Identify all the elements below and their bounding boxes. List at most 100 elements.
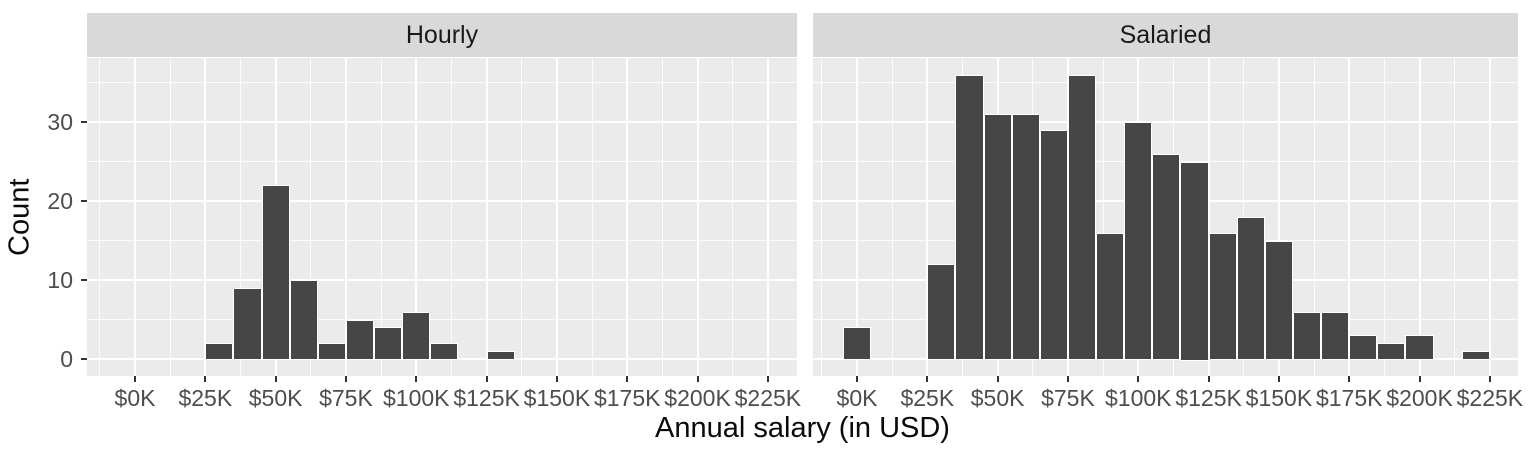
y-tick-label: 30 bbox=[47, 109, 73, 136]
gridline-minor-y bbox=[813, 82, 1518, 84]
gridline-minor-x bbox=[821, 58, 823, 376]
x-tick-label: $175K bbox=[593, 385, 661, 411]
gridline-minor-x bbox=[380, 58, 382, 376]
facet-panel-salaried bbox=[813, 58, 1518, 376]
y-axis-title: Count bbox=[3, 178, 36, 256]
x-tick-label: $125K bbox=[1175, 385, 1242, 411]
gridline-minor-y bbox=[87, 161, 797, 163]
histogram-bar bbox=[1152, 153, 1181, 361]
x-tick-label: $200K bbox=[1386, 385, 1453, 411]
gridline-minor-x bbox=[99, 58, 101, 376]
x-tick-label: $200K bbox=[664, 385, 731, 411]
x-tick-mark bbox=[1488, 376, 1491, 382]
histogram-bar bbox=[1180, 161, 1209, 361]
gridline-minor-x bbox=[169, 58, 171, 376]
histogram-bar bbox=[402, 311, 431, 361]
gridline-major-x bbox=[344, 58, 347, 376]
histogram-bar bbox=[430, 343, 459, 361]
gridline-major-y bbox=[87, 200, 797, 203]
x-tick-mark bbox=[204, 376, 207, 382]
histogram-bar bbox=[1124, 122, 1153, 361]
x-tick-mark bbox=[926, 376, 929, 382]
y-tick-mark bbox=[81, 358, 87, 360]
x-tick-label: $25K bbox=[178, 385, 233, 411]
histogram-bar bbox=[317, 343, 346, 361]
gridline-minor-x bbox=[661, 58, 663, 376]
y-tick-mark bbox=[81, 121, 87, 124]
x-tick-mark bbox=[415, 376, 418, 382]
x-tick-mark bbox=[1277, 376, 1280, 382]
x-tick-mark bbox=[485, 376, 488, 382]
x-tick-label: $175K bbox=[1315, 385, 1383, 411]
gridline-major-x bbox=[696, 58, 699, 376]
histogram-bar bbox=[955, 74, 984, 361]
x-tick-mark bbox=[1137, 376, 1140, 382]
gridline-major-x bbox=[1418, 58, 1421, 376]
facet-panel-hourly bbox=[87, 58, 797, 376]
gridline-major-x bbox=[1488, 58, 1491, 376]
histogram-bar bbox=[1011, 114, 1040, 361]
gridline-minor-x bbox=[521, 58, 523, 376]
gridline-minor-x bbox=[1102, 58, 1104, 376]
gridline-major-y bbox=[87, 279, 797, 282]
y-tick-label: 0 bbox=[60, 346, 73, 372]
x-tick-label: $100K bbox=[383, 385, 450, 411]
histogram-bar bbox=[1461, 351, 1490, 361]
histogram-bar bbox=[1321, 311, 1350, 361]
histogram-bar bbox=[1096, 232, 1125, 361]
gridline-minor-x bbox=[891, 58, 893, 376]
x-tick-mark bbox=[1066, 376, 1069, 382]
gridline-major-y bbox=[87, 121, 797, 124]
gridline-minor-x bbox=[1313, 58, 1315, 376]
histogram-bar bbox=[233, 287, 262, 361]
gridline-major-x bbox=[1277, 58, 1280, 376]
gridline-major-x bbox=[856, 58, 858, 376]
facet-strip-hourly: Hourly bbox=[87, 13, 797, 57]
gridline-major-x bbox=[204, 58, 207, 376]
y-tick-mark bbox=[81, 279, 87, 282]
x-tick-mark bbox=[626, 376, 629, 382]
histogram-bar bbox=[374, 327, 403, 361]
x-tick-mark bbox=[1348, 376, 1351, 382]
gridline-major-x bbox=[485, 58, 488, 376]
x-tick-label: $150K bbox=[1245, 385, 1313, 411]
histogram-bar bbox=[1264, 240, 1293, 361]
facet-strip-salaried-label: Salaried bbox=[1119, 20, 1212, 49]
x-axis-title: Annual salary (in USD) bbox=[655, 412, 950, 444]
gridline-major-y bbox=[813, 121, 1518, 124]
histogram-bar bbox=[261, 185, 290, 361]
x-tick-label: $0K bbox=[114, 385, 156, 411]
y-tick-label: 20 bbox=[47, 188, 73, 215]
x-tick-mark bbox=[134, 376, 136, 382]
histogram-bar bbox=[1208, 232, 1237, 361]
histogram-bar bbox=[1236, 216, 1265, 361]
x-tick-label: $75K bbox=[319, 385, 373, 411]
x-tick-label: $0K bbox=[836, 385, 878, 411]
histogram-bar bbox=[927, 264, 956, 361]
gridline-minor-y bbox=[87, 319, 797, 321]
gridline-major-x bbox=[766, 58, 769, 376]
gridline-major-x bbox=[626, 58, 629, 376]
x-tick-mark bbox=[274, 376, 277, 382]
gridline-minor-x bbox=[450, 58, 452, 376]
histogram-bar bbox=[1039, 130, 1068, 361]
gridline-minor-x bbox=[1454, 58, 1456, 376]
histogram-bar bbox=[983, 114, 1012, 361]
facet-strip-hourly-label: Hourly bbox=[405, 20, 479, 49]
x-tick-mark bbox=[696, 376, 699, 382]
histogram-bar bbox=[842, 327, 872, 361]
gridline-minor-x bbox=[1383, 58, 1385, 376]
x-tick-label: $225K bbox=[1456, 385, 1524, 411]
histogram-bar bbox=[486, 351, 515, 361]
x-tick-mark bbox=[555, 376, 558, 382]
histogram-bar bbox=[289, 280, 318, 361]
x-tick-mark bbox=[766, 376, 769, 382]
histogram-bar bbox=[345, 319, 375, 361]
facet-strip-salaried: Salaried bbox=[813, 13, 1518, 57]
y-tick-mark bbox=[81, 200, 87, 203]
gridline-minor-x bbox=[591, 58, 593, 376]
x-tick-label: $150K bbox=[523, 385, 591, 411]
gridline-major-x bbox=[415, 58, 418, 376]
x-tick-mark bbox=[1207, 376, 1210, 382]
x-tick-label: $125K bbox=[453, 385, 520, 411]
